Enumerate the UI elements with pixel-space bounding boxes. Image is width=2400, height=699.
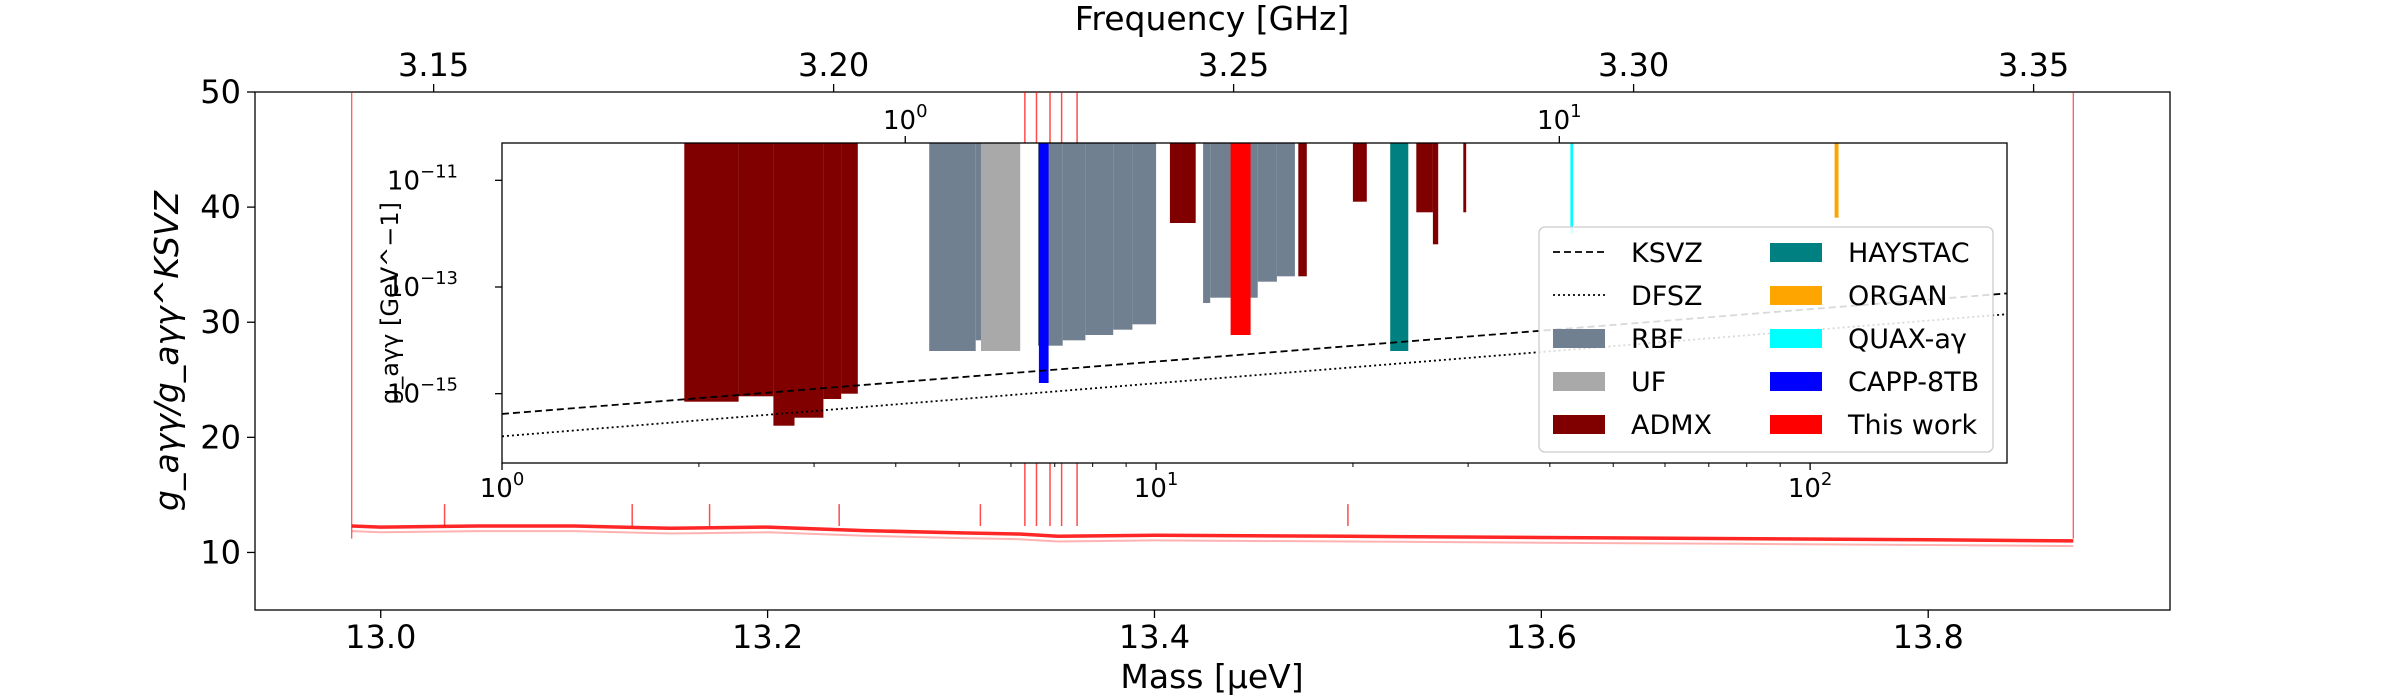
exclusion-band — [1276, 143, 1295, 277]
legend-handle-swatch — [1770, 329, 1822, 348]
dfsz-line — [501, 313, 2008, 438]
exclusion-band — [1169, 143, 1196, 223]
top-tick-label: 3.20 — [798, 46, 869, 84]
inset-bands-layer — [684, 143, 1839, 426]
main-x-ticks: 13.0 13.2 13.4 13.6 13.8 — [345, 610, 1964, 656]
inset-y-axis-label: g_aγγ [GeV^−1] — [376, 202, 404, 404]
inset-y-tick-exponent: −15 — [420, 375, 458, 396]
legend-box — [1538, 226, 1994, 453]
legend-handle-swatch — [1553, 329, 1605, 348]
y-tick-label: 10 — [200, 533, 241, 571]
exclusion-band — [1834, 143, 1839, 218]
inset-x-tick-label: 102 — [1788, 469, 1833, 504]
main-x-axis-label: Mass [μeV] — [1120, 657, 1303, 696]
inset-y-tick-label: 10−15 — [387, 375, 458, 410]
inset-x-tick-exponent: 1 — [1167, 469, 1178, 490]
exclusion-band — [738, 143, 774, 397]
exclusion-band — [929, 143, 976, 351]
inset-x-tick-exponent: 0 — [513, 469, 524, 490]
sensitivity-band — [351, 530, 2074, 548]
main-y-ticks: 10 20 30 40 50 — [200, 73, 255, 571]
inset-y-tick-exponent: −11 — [420, 161, 458, 182]
legend-handle-swatch — [1770, 372, 1822, 391]
legend-handle-swatch — [1770, 415, 1822, 434]
exclusion-band — [1230, 143, 1251, 335]
main-y-axis-label: g_aγγ/g_aγγ^KSVZ — [147, 190, 186, 511]
y-tick-label: 30 — [200, 303, 241, 341]
legend-label: KSVZ — [1631, 238, 1703, 269]
exclusion-band — [1416, 143, 1433, 213]
x-tick-label: 13.6 — [1506, 618, 1577, 656]
exclusion-band — [1085, 143, 1114, 335]
x-tick-label: 13.2 — [732, 618, 803, 656]
exclusion-band — [1132, 143, 1157, 325]
inset-plot-frame — [501, 142, 2008, 464]
sensitivity-line — [351, 524, 2074, 543]
exclusion-band — [1203, 143, 1211, 303]
exclusion-band — [794, 143, 824, 418]
inset-top-tick-label: 100 — [883, 101, 928, 136]
exclusion-band — [823, 143, 842, 399]
exclusion-band — [1570, 143, 1573, 234]
top-tick-label: 3.35 — [1998, 46, 2069, 84]
exclusion-band — [1062, 143, 1086, 341]
top-tick-label: 3.30 — [1598, 46, 1669, 84]
x-tick-label: 13.8 — [1893, 618, 1964, 656]
x-tick-label: 13.4 — [1119, 618, 1190, 656]
exclusion-band — [841, 143, 858, 394]
inset-x-tick-label: 100 — [480, 469, 525, 504]
legend-label: This work — [1847, 410, 1977, 441]
inset-top-tick-exponent: 1 — [1570, 101, 1581, 122]
legend-handle-swatch — [1770, 286, 1822, 305]
exclusion-band — [1038, 143, 1049, 383]
top-tick-label: 3.25 — [1198, 46, 1269, 84]
legend-label: UF — [1631, 367, 1666, 398]
main-top-axis-label: Frequency [GHz] — [1075, 0, 1349, 38]
legend-label: QUAX-aγ — [1848, 324, 1967, 355]
legend-label: DFSZ — [1631, 281, 1702, 312]
exclusion-band — [981, 143, 1021, 351]
inset-x-tick-exponent: 2 — [1821, 469, 1832, 490]
legend-label: HAYSTAC — [1848, 238, 1970, 269]
legend-handle-swatch — [1770, 243, 1822, 262]
y-tick-label: 40 — [200, 188, 241, 226]
legend-label: RBF — [1631, 324, 1684, 355]
legend-label: ADMX — [1631, 410, 1712, 441]
exclusion-band — [1113, 143, 1133, 330]
x-tick-label: 13.0 — [345, 618, 416, 656]
exclusion-band — [1463, 143, 1467, 213]
legend-handle-swatch — [1553, 415, 1605, 434]
legend: KSVZ DFSZ RBF UF ADMX HAYSTAC ORGAN QUAX-aγ CAPP… — [1538, 226, 1994, 453]
exclusion-band — [1432, 143, 1439, 245]
y-tick-label: 20 — [200, 418, 241, 456]
legend-label: CAPP-8TB — [1848, 367, 1979, 398]
inset-top-ticks: 100 101 — [883, 101, 1582, 143]
exclusion-band — [773, 143, 795, 426]
inset-top-tick-label: 101 — [1537, 101, 1582, 136]
inset-x-ticks: 100 101 102 — [480, 463, 1833, 504]
y-tick-label: 50 — [200, 73, 241, 111]
inset-y-tick-label: 10−11 — [387, 161, 458, 196]
top-tick-label: 3.15 — [398, 46, 469, 84]
exclusion-band — [1298, 143, 1307, 277]
legend-handle-swatch — [1553, 372, 1605, 391]
exclusion-band — [1257, 143, 1277, 282]
exclusion-band — [1390, 143, 1409, 351]
main-top-ticks: 3.15 3.20 3.25 3.30 3.35 — [398, 46, 2069, 92]
inset-x-tick-label: 101 — [1134, 469, 1179, 504]
main-plot-frame — [254, 91, 2171, 611]
inset-y-tick-exponent: −13 — [420, 268, 458, 289]
exclusion-band — [1352, 143, 1367, 202]
exclusion-band — [684, 143, 739, 402]
legend-label: ORGAN — [1848, 281, 1948, 312]
inset-top-tick-exponent: 0 — [916, 101, 927, 122]
